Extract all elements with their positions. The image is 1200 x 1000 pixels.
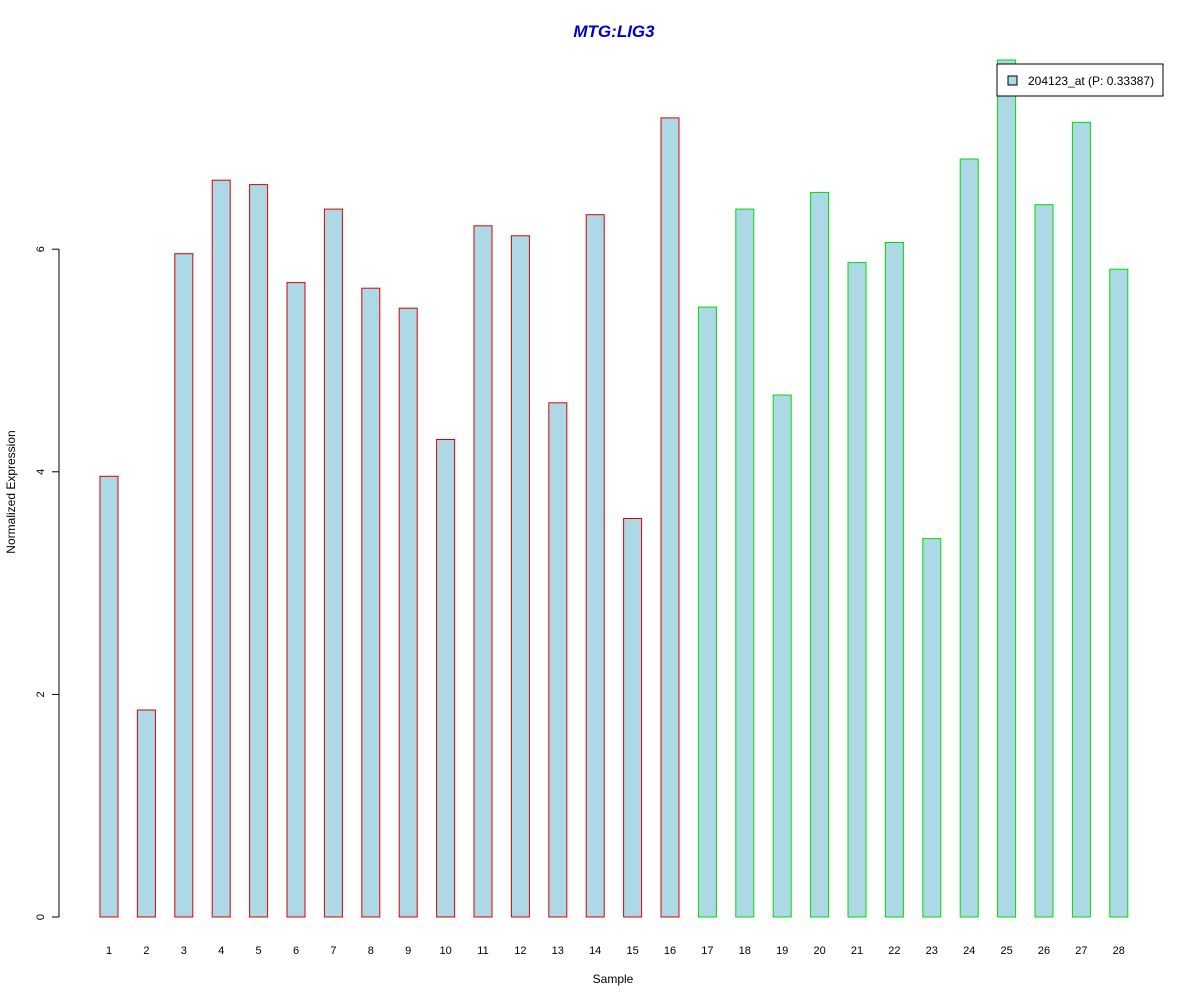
bar-sample-23: [922, 538, 942, 918]
x-tick-label-11: 11: [477, 945, 488, 957]
x-tick-label-2: 2: [143, 945, 149, 957]
x-tick-label-13: 13: [552, 945, 564, 957]
chart-title: MTG:LIG3: [573, 22, 655, 41]
bar-sample-9: [398, 307, 418, 918]
bar-sample-27: [1071, 121, 1091, 918]
x-tick-label-9: 9: [405, 945, 411, 957]
x-tick-label-25: 25: [1000, 945, 1012, 957]
x-tick-label-12: 12: [514, 945, 526, 957]
x-tick-label-16: 16: [664, 945, 676, 957]
x-tick-label-15: 15: [626, 945, 638, 957]
legend-swatch: [1007, 75, 1018, 86]
x-tick-label-5: 5: [256, 945, 262, 957]
x-tick-label-19: 19: [776, 945, 788, 957]
bar-sample-24: [959, 158, 979, 918]
x-tick-label-18: 18: [739, 945, 751, 957]
x-tick-label-1: 1: [106, 945, 112, 957]
bar-sample-7: [323, 208, 343, 918]
legend: 204123_at (P: 0.33387): [996, 63, 1164, 97]
y-axis-label: Normalized Expression: [4, 430, 18, 553]
bar-sample-8: [361, 287, 381, 918]
legend-box: [996, 63, 1164, 97]
bar-sample-28: [1109, 268, 1129, 918]
x-tick-label-27: 27: [1075, 945, 1087, 957]
x-tick-label-6: 6: [293, 945, 299, 957]
bar-sample-10: [436, 439, 456, 918]
bar-sample-1: [99, 475, 119, 918]
x-tick-label-8: 8: [368, 945, 374, 957]
y-tick-label-0: 0: [35, 914, 47, 920]
bar-sample-12: [510, 235, 530, 918]
bar-sample-20: [810, 191, 830, 918]
bar-sample-14: [585, 214, 605, 918]
bar-sample-15: [623, 518, 643, 918]
x-tick-label-4: 4: [218, 945, 224, 957]
x-tick-label-23: 23: [926, 945, 938, 957]
bar-sample-5: [249, 184, 269, 918]
y-axis: 0 2 4 6: [35, 246, 60, 920]
bar-sample-17: [697, 306, 717, 918]
bar-sample-4: [211, 179, 231, 918]
x-tick-label-20: 20: [813, 945, 825, 957]
legend-label: 204123_at (P: 0.33387): [1028, 74, 1154, 88]
bar-sample-11: [473, 225, 493, 918]
bar-sample-18: [735, 208, 755, 918]
bar-sample-19: [772, 394, 792, 918]
bar-sample-26: [1034, 204, 1054, 918]
y-tick-label-2: 2: [35, 691, 47, 697]
bar-sample-16: [660, 117, 680, 918]
y-tick-label-4: 4: [35, 469, 47, 475]
bar-sample-13: [548, 402, 568, 918]
x-tick-label-7: 7: [330, 945, 336, 957]
bar-sample-22: [884, 242, 904, 918]
bar-sample-21: [847, 262, 867, 918]
x-axis-label: Sample: [593, 972, 634, 986]
bar-sample-2: [136, 709, 156, 918]
x-tick-label-17: 17: [701, 945, 713, 957]
x-tick-label-24: 24: [963, 945, 975, 957]
x-tick-label-22: 22: [888, 945, 900, 957]
bar-sample-3: [174, 253, 194, 918]
x-tick-label-26: 26: [1038, 945, 1050, 957]
bar-sample-6: [286, 282, 306, 918]
x-tick-label-21: 21: [851, 945, 863, 957]
x-tick-label-10: 10: [439, 945, 451, 957]
y-tick-label-6: 6: [35, 246, 47, 252]
bar-sample-25: [997, 59, 1017, 918]
bars-group: [99, 59, 1129, 918]
x-tick-label-14: 14: [589, 945, 601, 957]
x-tick-labels: 1 2 3 4 5 6 7 8 9 10 11 12 13 14 15 16 17 18 19 20 21 22 23 24 2…: [106, 945, 1125, 957]
x-tick-label-28: 28: [1113, 945, 1125, 957]
x-tick-label-3: 3: [181, 945, 187, 957]
